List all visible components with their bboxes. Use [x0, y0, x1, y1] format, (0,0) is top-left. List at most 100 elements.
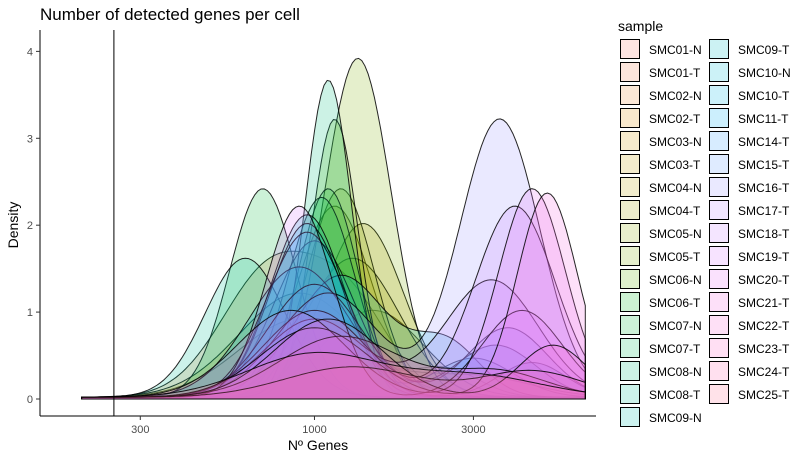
legend-item-smc23-t: SMC23-T: [709, 338, 790, 358]
y-axis-ticks: 0 1 2 3 4: [27, 46, 40, 406]
chart-title: Number of detected genes per cell: [40, 5, 300, 24]
legend-key-bg: [709, 384, 729, 404]
legend-item-smc15-t: SMC15-T: [709, 154, 790, 174]
legend-swatch: [620, 384, 640, 404]
legend-swatch: [620, 200, 640, 220]
legend-swatch: [709, 315, 729, 335]
legend-item-smc08-t: SMC08-T: [620, 384, 701, 404]
legend-key-bg: [620, 315, 640, 335]
legend-swatch: [620, 315, 640, 335]
legend-swatch: [620, 338, 640, 358]
legend-label: SMC09-N: [649, 411, 702, 425]
legend-item-smc02-n: SMC02-N: [620, 85, 702, 105]
legend-key-bg: [620, 338, 640, 358]
legend-item-smc14-t: SMC14-T: [709, 131, 790, 151]
legend-key-bg: [620, 269, 640, 289]
legend-label: SMC01-N: [649, 43, 702, 57]
legend-swatch: [620, 39, 640, 59]
legend-swatch: [709, 269, 729, 289]
legend-title: sample: [618, 18, 663, 34]
x-tick-label: 3000: [461, 424, 485, 436]
legend-swatch: [620, 361, 640, 381]
legend-item-smc01-t: SMC01-T: [620, 62, 701, 82]
legend-swatch: [709, 361, 729, 381]
legend-swatch: [709, 177, 729, 197]
legend-item-smc03-n: SMC03-N: [620, 131, 702, 151]
legend-item-smc19-t: SMC19-T: [709, 246, 790, 266]
legend-swatch: [709, 246, 729, 266]
legend-key-bg: [620, 223, 640, 243]
legend-key-bg: [709, 108, 729, 128]
legend-swatch: [620, 269, 640, 289]
legend-label: SMC04-T: [649, 204, 701, 218]
legend-label: SMC17-T: [738, 204, 790, 218]
legend-swatch: [709, 39, 729, 59]
legend-swatch: [709, 200, 729, 220]
legend-key-bg: [620, 85, 640, 105]
density-curve-smc25-t: [81, 351, 586, 400]
legend-label: SMC06-N: [649, 273, 702, 287]
legend-swatch: [709, 338, 729, 358]
legend-label: SMC01-T: [649, 66, 701, 80]
legend-label: SMC06-T: [649, 296, 701, 310]
legend-item-smc16-t: SMC16-T: [709, 177, 790, 197]
legend-label: SMC11-T: [738, 112, 789, 126]
y-tick-label: 1: [27, 307, 33, 319]
legend-label: SMC10-T: [738, 89, 790, 103]
legend-label: SMC19-T: [738, 250, 790, 264]
legend-item-smc05-t: SMC05-T: [620, 246, 701, 266]
legend-item-smc22-t: SMC22-T: [709, 315, 790, 335]
density-curves: [81, 57, 586, 400]
legend-label: SMC20-T: [738, 273, 790, 287]
legend-key-bg: [620, 154, 640, 174]
legend-label: SMC09-T: [738, 43, 790, 57]
legend-item-smc09-n: SMC09-N: [620, 407, 702, 427]
legend-label: SMC18-T: [738, 227, 790, 241]
legend-item-smc17-t: SMC17-T: [709, 200, 790, 220]
legend-label: SMC16-T: [738, 181, 790, 195]
legend-label: SMC08-N: [649, 365, 702, 379]
legend-item-smc10-t: SMC10-T: [709, 85, 790, 105]
legend-item-smc04-t: SMC04-T: [620, 200, 701, 220]
plot-area: 300 1000 3000 0 1 2 3 4: [27, 30, 596, 436]
x-tick-label: 1000: [302, 424, 326, 436]
legend-item-smc02-t: SMC02-T: [620, 108, 701, 128]
legend-item-smc09-t: SMC09-T: [709, 39, 790, 59]
legend-swatch: [620, 246, 640, 266]
legend-label: SMC10-N: [738, 66, 791, 80]
legend-key-bg: [620, 407, 640, 427]
legend-key-bg: [709, 154, 729, 174]
legend-swatch: [620, 154, 640, 174]
legend-swatch: [709, 223, 729, 243]
legend-label: SMC03-T: [649, 158, 701, 172]
legend-item-smc25-t: SMC25-T: [709, 384, 790, 404]
legend-swatch: [709, 62, 729, 82]
legend-swatch: [620, 407, 640, 427]
density-curve-smc21-t: [81, 192, 586, 400]
legend-label: SMC05-N: [649, 227, 702, 241]
legend-label: SMC23-T: [738, 342, 790, 356]
legend-items: SMC01-N SMC01-T SMC02-N SMC02-T SMC03-N SMC03…: [620, 39, 791, 427]
legend-key-bg: [620, 39, 640, 59]
legend-swatch: [709, 384, 729, 404]
legend-key-bg: [620, 131, 640, 151]
legend-label: SMC21-T: [738, 296, 790, 310]
legend-key-bg: [620, 108, 640, 128]
x-axis-title: Nº Genes: [288, 437, 348, 453]
legend-key-bg: [620, 200, 640, 220]
legend-key-bg: [709, 131, 729, 151]
legend-item-smc04-n: SMC04-N: [620, 177, 702, 197]
y-tick-label: 2: [27, 220, 33, 232]
legend-item-smc06-n: SMC06-N: [620, 269, 702, 289]
x-tick-label: 300: [131, 424, 149, 436]
legend-label: SMC08-T: [649, 388, 701, 402]
legend-label: SMC07-T: [649, 342, 701, 356]
y-axis-title: Density: [5, 202, 21, 249]
legend-swatch: [709, 108, 729, 128]
legend-item-smc03-t: SMC03-T: [620, 154, 701, 174]
legend-swatch: [620, 223, 640, 243]
legend-label: SMC22-T: [738, 319, 790, 333]
legend-item-smc24-t: SMC24-T: [709, 361, 790, 381]
legend-label: SMC04-N: [649, 181, 702, 195]
